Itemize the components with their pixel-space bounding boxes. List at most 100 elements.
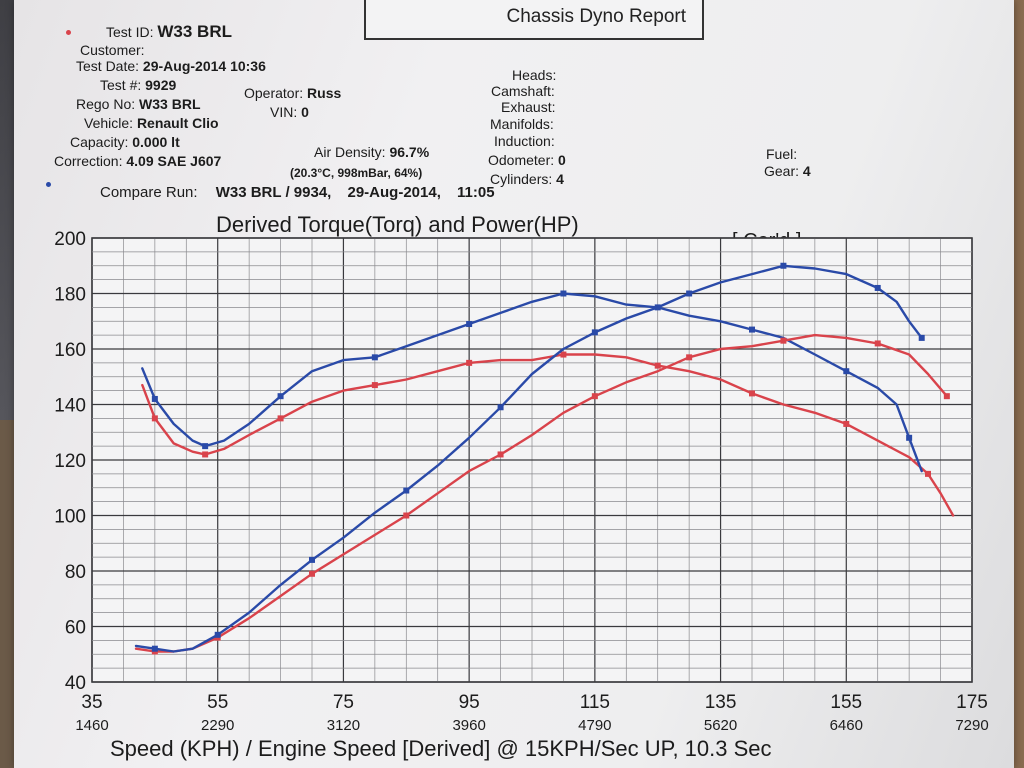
chart-grid [91,237,973,683]
fuel-label: Fuel: [766,146,798,162]
customer-label: Customer: [80,42,145,58]
y-tick-label: 200 [54,229,86,250]
compare-time-value: 11:05 [457,184,495,201]
rpm-tick-label: 3120 [327,717,360,734]
camshaft-label: Camshaft: [491,83,555,99]
data-point-red [309,570,315,577]
x-tick-label: 75 [333,692,354,713]
data-point-red [654,362,661,369]
data-point-blue [277,393,284,400]
data-point-blue [560,290,567,297]
data-point-red [749,390,755,397]
compare-date-value: 29-Aug-2014, [347,184,441,201]
test-date-row: Test Date: 29-Aug-2014 10:36 [76,58,266,74]
conditions-value: (20.3°C, 998mBar, 64%) [290,166,423,180]
x-tick-label: 155 [830,692,862,713]
air-density-value: 96.7% [389,144,430,160]
exhaust-label: Exhaust: [501,99,556,115]
data-point-blue [918,334,925,341]
rego-row: Rego No: W33 BRL [76,96,201,112]
y-tick-label: 180 [54,285,86,306]
rpm-tick-label: 3960 [452,717,485,734]
data-point-red [371,382,378,389]
capacity-row: Capacity: 0.000 lt [70,134,180,150]
test-id-value: W33 BRL [157,22,232,41]
data-point-red [466,359,473,366]
data-point-blue [497,404,504,411]
odometer-row: Odometer: 0 [488,152,566,168]
rpm-tick-label: 7290 [955,717,988,734]
compare-run-row: Compare Run: W33 BRL / 9934, 29-Aug-2014… [100,184,495,201]
induction-label: Induction: [494,133,555,149]
data-point-red [202,451,209,458]
series-line-blue [141,292,923,473]
data-point-blue [749,326,755,333]
x-tick-label: 95 [459,692,480,713]
cylinders-row: Cylinders: 4 [490,171,564,187]
cylinders-value: 4 [556,171,564,187]
data-point-blue [151,645,158,652]
correction-value: 4.09 SAE J607 [126,153,222,169]
y-tick-label: 120 [54,451,86,472]
data-point-red [591,393,598,400]
vehicle-row: Vehicle: Renault Clio [84,115,219,131]
y-axis-ticks: 40 60 80 100 120 140 160 180 200 [54,229,86,694]
vin-row: VIN: 0 [270,104,309,120]
y-tick-label: 40 [65,673,86,694]
data-point-blue [591,329,598,336]
rpm-tick-label: 4790 [578,717,611,734]
x-axis-label: Speed (KPH) / Engine Speed [Derived] @ 1… [110,736,772,761]
y-tick-label: 100 [54,507,86,528]
series-line-red [134,333,949,653]
data-point-red [874,340,881,347]
x-tick-label: 135 [705,692,737,713]
gear-row: Gear: 4 [764,163,811,179]
data-point-red [277,415,284,422]
y-tick-label: 140 [54,396,86,417]
rpm-tick-label: 2290 [201,717,234,734]
data-point-blue [874,284,881,291]
data-point-red [780,337,787,344]
blue-run-dot [46,182,51,187]
chart-title: Derived Torque(Torq) and Power(HP) [216,212,579,237]
rego-value: W33 BRL [139,96,201,112]
data-point-blue [686,290,693,297]
x-tick-label: 115 [580,692,610,713]
data-point-blue [906,434,913,441]
series-line-blue [134,264,923,653]
data-point-blue [843,368,850,375]
data-point-blue [371,354,378,361]
data-point-red [403,512,410,519]
red-run-dot [66,30,71,35]
test-number-row: Test #: 9929 [100,77,177,93]
data-point-red [943,393,950,400]
x-tick-label: 55 [207,692,228,713]
data-point-blue [309,556,315,563]
compare-run-value: W33 BRL / 9934, [215,184,332,201]
capacity-value: 0.000 lt [132,134,180,150]
data-point-red [843,420,850,427]
data-point-red [497,451,504,458]
manifolds-label: Manifolds: [490,116,554,132]
report-title-box: Chassis Dyno Report [364,0,704,40]
y-tick-label: 60 [65,618,86,639]
data-point-red [686,354,693,361]
rpm-tick-label: 5620 [704,717,737,734]
y-tick-label: 160 [54,340,86,361]
rpm-tick-label: 1460 [75,717,108,734]
chart-series [134,262,955,655]
data-point-red [151,415,158,422]
gear-value: 4 [802,163,811,179]
data-point-red [560,351,567,358]
odometer-value: 0 [558,152,566,168]
correction-row: Correction: 4.09 SAE J607 [54,153,222,169]
operator-value: Russ [307,85,342,101]
heads-label: Heads: [512,67,557,83]
x-tick-label: 175 [956,692,988,713]
data-point-blue [403,487,410,494]
vehicle-value: Renault Clio [136,115,219,131]
data-point-red [925,470,931,477]
report-title: Chassis Dyno Report [506,6,686,27]
data-point-blue [202,443,209,450]
